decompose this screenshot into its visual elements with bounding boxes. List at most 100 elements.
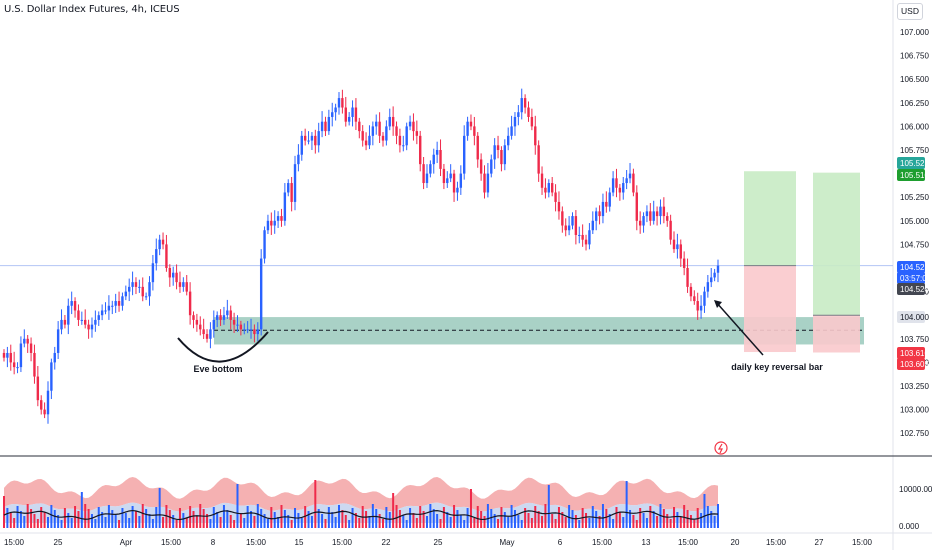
candle-body[interactable]: [517, 112, 520, 117]
candle-body[interactable]: [479, 159, 483, 174]
candle-body[interactable]: [669, 220, 672, 240]
candle-body[interactable]: [155, 249, 158, 264]
candle-body[interactable]: [473, 126, 476, 136]
candle-body[interactable]: [547, 183, 551, 193]
candle-body[interactable]: [259, 258, 263, 330]
candle-body[interactable]: [33, 352, 36, 377]
candle-body[interactable]: [222, 315, 226, 320]
candle-body[interactable]: [689, 286, 693, 297]
candle-body[interactable]: [456, 187, 459, 193]
candle-body[interactable]: [104, 310, 107, 312]
candle-body[interactable]: [371, 126, 375, 136]
candle-body[interactable]: [87, 324, 90, 330]
currency-button[interactable]: USD: [897, 3, 923, 20]
candle-body[interactable]: [567, 225, 571, 231]
candle-body[interactable]: [80, 319, 84, 321]
candle-body[interactable]: [584, 239, 588, 245]
candle-body[interactable]: [246, 329, 249, 331]
candle-body[interactable]: [645, 211, 649, 217]
candle-body[interactable]: [655, 211, 659, 217]
candle-body[interactable]: [141, 286, 144, 297]
candle-body[interactable]: [212, 319, 216, 330]
candle-body[interactable]: [375, 121, 378, 127]
candle-body[interactable]: [561, 211, 564, 226]
candle-body[interactable]: [591, 220, 594, 231]
candle-body[interactable]: [605, 201, 608, 207]
candle-body[interactable]: [682, 258, 686, 268]
candle-body[interactable]: [12, 362, 16, 368]
candle-body[interactable]: [581, 234, 584, 240]
candle-body[interactable]: [327, 116, 331, 132]
candle-body[interactable]: [138, 286, 141, 288]
candle-body[interactable]: [111, 305, 114, 307]
candle-body[interactable]: [114, 301, 117, 306]
candle-body[interactable]: [297, 154, 300, 165]
candle-body[interactable]: [283, 192, 287, 221]
candle-body[interactable]: [77, 310, 80, 320]
candle-body[interactable]: [706, 282, 710, 292]
candle-body[interactable]: [527, 107, 530, 117]
candle-body[interactable]: [192, 315, 195, 320]
candle-body[interactable]: [310, 135, 314, 141]
position-stop-zone[interactable]: [744, 265, 796, 353]
candle-body[interactable]: [185, 282, 188, 292]
candle-body[interactable]: [334, 107, 337, 113]
candle-body[interactable]: [273, 220, 276, 226]
candle-body[interactable]: [635, 192, 638, 221]
candle-body[interactable]: [703, 291, 706, 306]
candle-body[interactable]: [175, 272, 178, 283]
candle-body[interactable]: [344, 107, 347, 122]
candle-body[interactable]: [544, 187, 547, 193]
candle-body[interactable]: [36, 376, 40, 401]
candle-body[interactable]: [608, 192, 611, 207]
candle-body[interactable]: [496, 145, 500, 150]
candle-body[interactable]: [662, 206, 666, 217]
position-target-zone[interactable]: [744, 171, 796, 266]
candle-body[interactable]: [578, 234, 581, 236]
candle-body[interactable]: [94, 319, 97, 325]
candle-body[interactable]: [195, 319, 199, 325]
candle-body[interactable]: [666, 216, 669, 221]
candle-body[interactable]: [422, 164, 425, 184]
candle-body[interactable]: [415, 131, 419, 136]
candle-body[interactable]: [178, 282, 182, 287]
candle-body[interactable]: [469, 121, 473, 127]
candle-body[interactable]: [618, 187, 622, 193]
candle-body[interactable]: [107, 305, 111, 311]
candle-body[interactable]: [594, 211, 598, 221]
candle-body[interactable]: [530, 116, 534, 127]
candle-body[interactable]: [43, 409, 46, 415]
candle-body[interactable]: [713, 272, 716, 278]
candle-body[interactable]: [398, 135, 402, 146]
candle-body[interactable]: [659, 206, 662, 217]
candle-body[interactable]: [459, 173, 463, 188]
candle-body[interactable]: [425, 173, 429, 184]
candle-body[interactable]: [128, 286, 131, 292]
candle-body[interactable]: [385, 126, 388, 141]
candle-body[interactable]: [483, 173, 486, 193]
candle-body[interactable]: [523, 98, 527, 108]
candle-body[interactable]: [347, 116, 351, 122]
candle-body[interactable]: [486, 173, 490, 193]
candle-body[interactable]: [60, 319, 63, 330]
candle-body[interactable]: [632, 173, 635, 193]
candle-body[interactable]: [679, 244, 682, 259]
candle-body[interactable]: [412, 121, 415, 132]
candle-body[interactable]: [148, 282, 151, 297]
candle-body[interactable]: [571, 216, 574, 226]
candle-body[interactable]: [293, 164, 297, 202]
candle-body[interactable]: [168, 268, 172, 278]
candle-body[interactable]: [381, 135, 385, 141]
candle-body[interactable]: [672, 239, 676, 250]
candle-body[interactable]: [324, 121, 327, 132]
candle-body[interactable]: [202, 329, 205, 335]
candle-body[interactable]: [46, 390, 50, 415]
candle-body[interactable]: [215, 315, 219, 320]
candle-body[interactable]: [463, 135, 466, 174]
candle-body[interactable]: [209, 329, 212, 339]
candle-body[interactable]: [534, 126, 537, 146]
candle-body[interactable]: [307, 140, 310, 142]
candle-body[interactable]: [205, 334, 209, 339]
candle-body[interactable]: [354, 107, 358, 122]
candle-body[interactable]: [243, 329, 246, 331]
